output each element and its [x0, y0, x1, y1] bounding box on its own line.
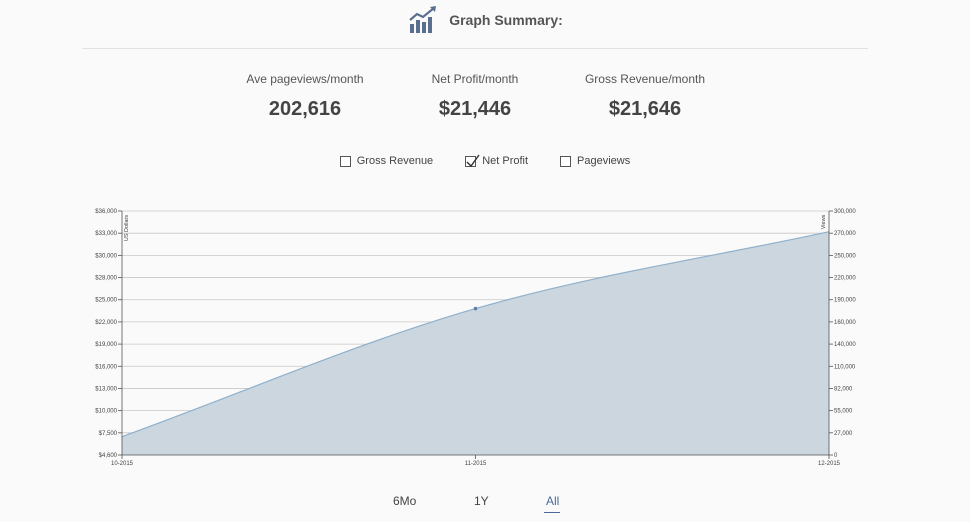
- range-selector: 6Mo 1Y All: [0, 494, 970, 514]
- header: Graph Summary:: [0, 4, 970, 36]
- y-tick-label: $13,000: [95, 386, 117, 392]
- y-tick-label: $7,500: [99, 431, 118, 437]
- metric-value: $21,446: [438, 98, 512, 120]
- header-divider: [82, 48, 868, 49]
- y2-tick-label: 140,000: [834, 342, 856, 348]
- metric-label: Net Profit/month: [431, 72, 519, 86]
- data-point-marker: [473, 306, 478, 311]
- legend-label: Gross Revenue: [356, 155, 434, 167]
- y-axis-title: US Dollars: [124, 215, 130, 242]
- x-tick-label: 12-2015: [818, 461, 841, 467]
- metric-gross-revenue: Gross Revenue/month $21,646: [545, 72, 745, 121]
- y-tick-label: $36,000: [95, 209, 117, 215]
- legend-label: Pageviews: [577, 155, 631, 167]
- y2-tick-label: 190,000: [834, 298, 856, 304]
- net-profit-area: [122, 231, 829, 455]
- y-tick-label: $19,000: [95, 342, 117, 348]
- y2-tick-label: 270,000: [834, 231, 856, 237]
- x-tick-label: 11-2015: [465, 461, 487, 467]
- active-range-underline: [544, 512, 560, 513]
- y-tick-label: $10,000: [95, 409, 117, 415]
- range-6mo-button[interactable]: 6Mo: [393, 494, 417, 508]
- metric-value: $21,646: [608, 98, 682, 120]
- y2-tick-label: 250,000: [834, 253, 856, 259]
- series-legend: Gross Revenue Net Profit Pageviews: [0, 152, 970, 170]
- y2-tick-label: 220,000: [834, 276, 856, 282]
- y-tick-label: $25,000: [95, 298, 117, 304]
- y2-tick-label: 300,000: [834, 209, 856, 215]
- metric-pageviews: Ave pageviews/month 202,616: [205, 72, 405, 121]
- y-tick-label: $30,000: [95, 253, 117, 259]
- metric-value: 202,616: [268, 98, 342, 120]
- y2-tick-label: 110,000: [834, 364, 856, 370]
- y-tick-label: $4,600: [99, 453, 118, 459]
- gross-revenue-checkbox[interactable]: [339, 155, 351, 167]
- y2-axis-title: Views: [821, 214, 827, 229]
- legend-pageviews[interactable]: Pageviews: [560, 152, 630, 170]
- checkmark-icon: [466, 154, 480, 167]
- y-tick-label: $33,000: [95, 231, 117, 237]
- pageviews-checkbox[interactable]: [560, 155, 572, 167]
- y2-tick-label: 0: [834, 453, 838, 459]
- y-tick-label: $28,000: [95, 276, 117, 282]
- legend-label: Net Profit: [482, 155, 529, 167]
- y2-tick-label: 160,000: [834, 320, 856, 326]
- range-all-button[interactable]: All: [546, 494, 560, 508]
- y2-tick-label: 82,000: [834, 386, 853, 392]
- bar-chart-trend-icon: [409, 6, 437, 33]
- legend-net-profit[interactable]: Net Profit: [465, 152, 528, 170]
- metric-label: Ave pageviews/month: [246, 72, 364, 86]
- page-title: Graph Summary:: [449, 12, 563, 28]
- y2-tick-label: 27,000: [834, 431, 853, 437]
- x-tick-label: 10-2015: [111, 461, 134, 467]
- y2-tick-label: 55,000: [834, 409, 853, 415]
- y-tick-label: $16,000: [95, 364, 117, 370]
- net-profit-checkbox[interactable]: [465, 154, 480, 167]
- range-1y-button[interactable]: 1Y: [474, 494, 489, 508]
- y-tick-label: $22,000: [95, 320, 117, 326]
- metric-label: Gross Revenue/month: [584, 72, 706, 86]
- metric-net-profit: Net Profit/month $21,446: [375, 72, 575, 121]
- legend-gross-revenue[interactable]: Gross Revenue: [339, 152, 434, 170]
